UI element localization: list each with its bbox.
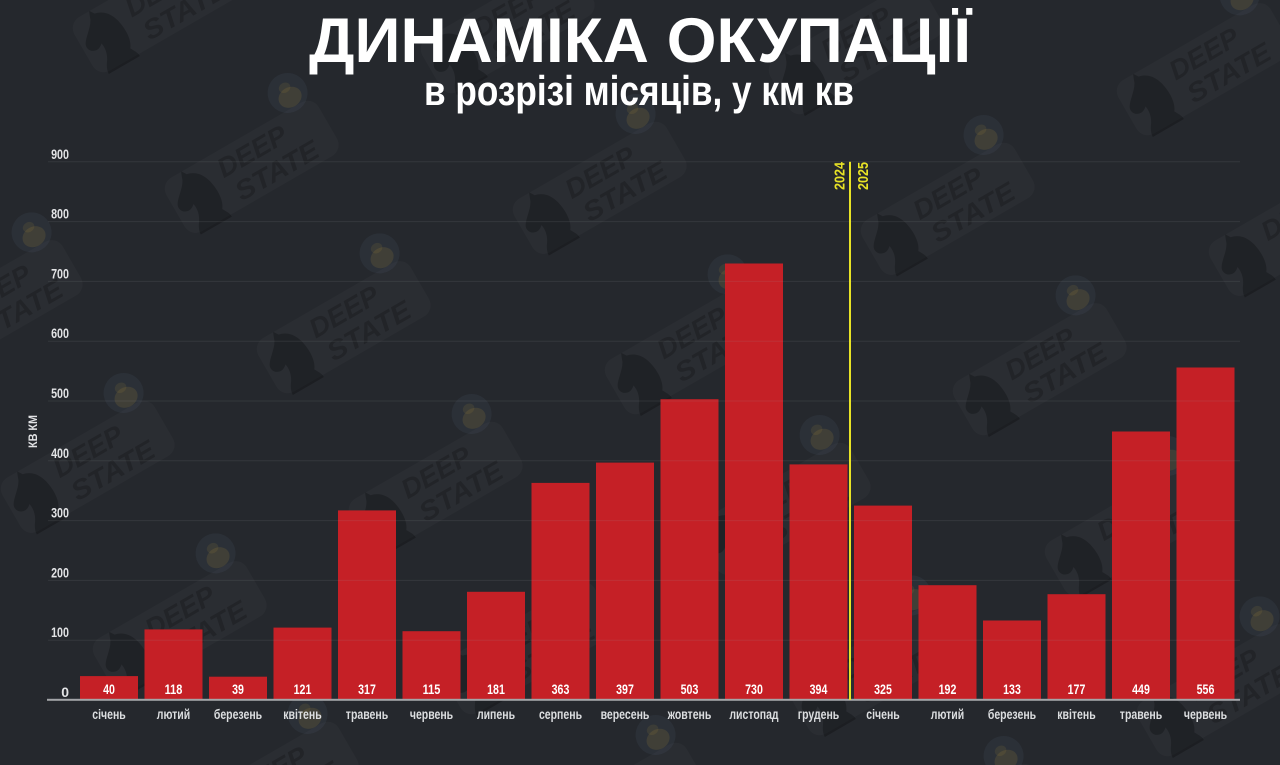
svg-text:300: 300	[51, 505, 69, 521]
svg-text:600: 600	[51, 325, 69, 341]
svg-text:700: 700	[51, 265, 69, 281]
svg-text:121: 121	[294, 681, 312, 697]
svg-text:800: 800	[51, 206, 69, 222]
svg-text:квітень: квітень	[1057, 706, 1096, 722]
svg-text:ДИНАМІКА ОКУПАЦІЇ: ДИНАМІКА ОКУПАЦІЇ	[309, 6, 973, 76]
svg-text:червень: червень	[410, 706, 454, 722]
svg-text:181: 181	[487, 681, 505, 697]
svg-text:листопад: листопад	[729, 706, 778, 722]
svg-text:в розрізі місяців, у км кв: в розрізі місяців, у км кв	[424, 67, 854, 114]
svg-text:400: 400	[51, 445, 69, 461]
svg-text:449: 449	[1132, 681, 1150, 697]
svg-text:жовтень: жовтень	[667, 706, 712, 722]
svg-text:2025: 2025	[855, 162, 872, 190]
svg-text:363: 363	[552, 681, 570, 697]
svg-text:серпень: серпень	[539, 706, 582, 722]
svg-text:0: 0	[61, 684, 69, 700]
svg-text:травень: травень	[1120, 706, 1163, 722]
svg-text:січень: січень	[866, 706, 900, 722]
svg-text:503: 503	[681, 681, 699, 697]
svg-text:вересень: вересень	[601, 706, 650, 722]
svg-text:325: 325	[874, 681, 892, 697]
svg-text:730: 730	[745, 681, 763, 697]
svg-text:500: 500	[51, 385, 69, 401]
svg-text:березень: березень	[988, 706, 1037, 722]
svg-text:КВ КМ: КВ КМ	[26, 415, 40, 448]
svg-text:лютий: лютий	[931, 706, 964, 722]
svg-text:100: 100	[51, 624, 69, 640]
svg-text:травень: травень	[346, 706, 389, 722]
svg-text:115: 115	[423, 681, 441, 697]
svg-text:квітень: квітень	[283, 706, 322, 722]
svg-text:грудень: грудень	[798, 706, 840, 722]
svg-text:2024: 2024	[832, 161, 849, 190]
svg-text:317: 317	[358, 681, 376, 697]
svg-text:394: 394	[810, 681, 828, 697]
svg-text:липень: липень	[477, 706, 515, 722]
svg-text:397: 397	[616, 681, 634, 697]
svg-text:118: 118	[165, 681, 183, 697]
svg-text:лютий: лютий	[157, 706, 190, 722]
svg-text:200: 200	[51, 564, 69, 580]
svg-text:900: 900	[51, 146, 69, 162]
svg-text:січень: січень	[92, 706, 126, 722]
svg-text:березень: березень	[214, 706, 263, 722]
svg-text:177: 177	[1068, 681, 1086, 697]
svg-text:40: 40	[103, 681, 115, 697]
svg-text:133: 133	[1003, 681, 1021, 697]
svg-text:556: 556	[1197, 681, 1215, 697]
svg-text:39: 39	[232, 681, 244, 697]
svg-text:192: 192	[939, 681, 957, 697]
svg-text:червень: червень	[1184, 706, 1228, 722]
